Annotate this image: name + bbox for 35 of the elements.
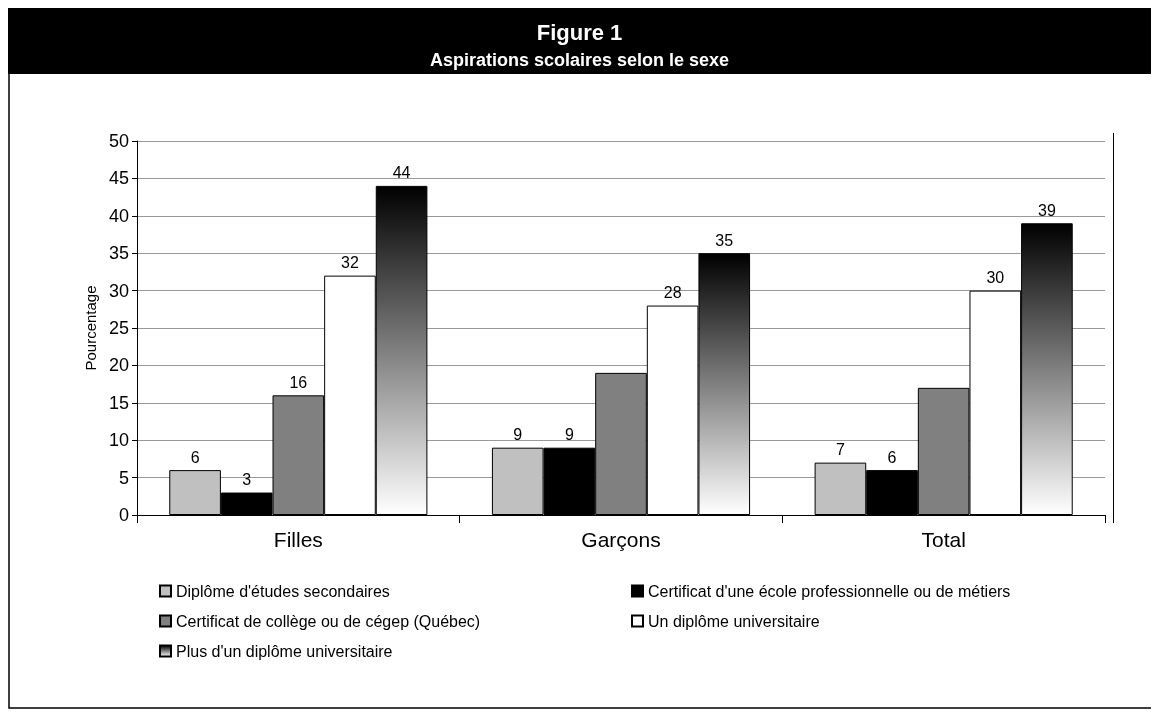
y-tick-label: 0 (118, 505, 129, 525)
x-tick-label: Total (921, 528, 966, 551)
data-label: 28 (663, 284, 682, 302)
legend-label: Certificat de collège ou de cégep (Québec) (176, 612, 481, 630)
y-tick-label: 10 (108, 430, 129, 451)
legend-label: Diplôme d'études secondaires (176, 582, 390, 600)
x-tick-label: Filles (273, 528, 323, 551)
y-tick-label: 50 (108, 131, 129, 151)
y-tick-label: 45 (108, 168, 129, 189)
legend-label: Plus d'un diplôme universitaire (176, 642, 393, 660)
y-axis-title: Pourcentage (82, 285, 100, 371)
data-label: 9 (564, 426, 574, 444)
legend-label: Certificat d'une école professionnelle ou de métiers (648, 582, 1011, 600)
y-tick-label: 40 (108, 205, 129, 226)
chart-subtitle: Aspirations scolaires selon le sexe (429, 50, 730, 70)
y-tick-label: 35 (108, 243, 129, 264)
data-label: 3 (242, 471, 252, 489)
data-label: 30 (986, 269, 1005, 287)
y-tick-label: 20 (108, 355, 129, 376)
y-tick-label: 5 (118, 467, 129, 488)
data-label: 39 (1038, 201, 1056, 219)
x-tick-label: Garçons (581, 528, 661, 551)
data-label: 6 (190, 448, 200, 466)
data-label: 16 (289, 373, 308, 391)
chart-title: Figure 1 (536, 19, 623, 45)
data-label: 6 (887, 448, 897, 466)
y-tick-label: 25 (108, 318, 129, 338)
legend-label: Un diplôme universitaire (648, 612, 820, 630)
data-label: 7 (835, 441, 845, 459)
y-tick-label: 15 (108, 392, 129, 413)
data-label: 44 (392, 164, 411, 182)
y-tick-label: 30 (108, 280, 129, 301)
data-label: 32 (341, 254, 359, 272)
data-label: 9 (513, 426, 523, 444)
data-label: 35 (715, 231, 734, 249)
